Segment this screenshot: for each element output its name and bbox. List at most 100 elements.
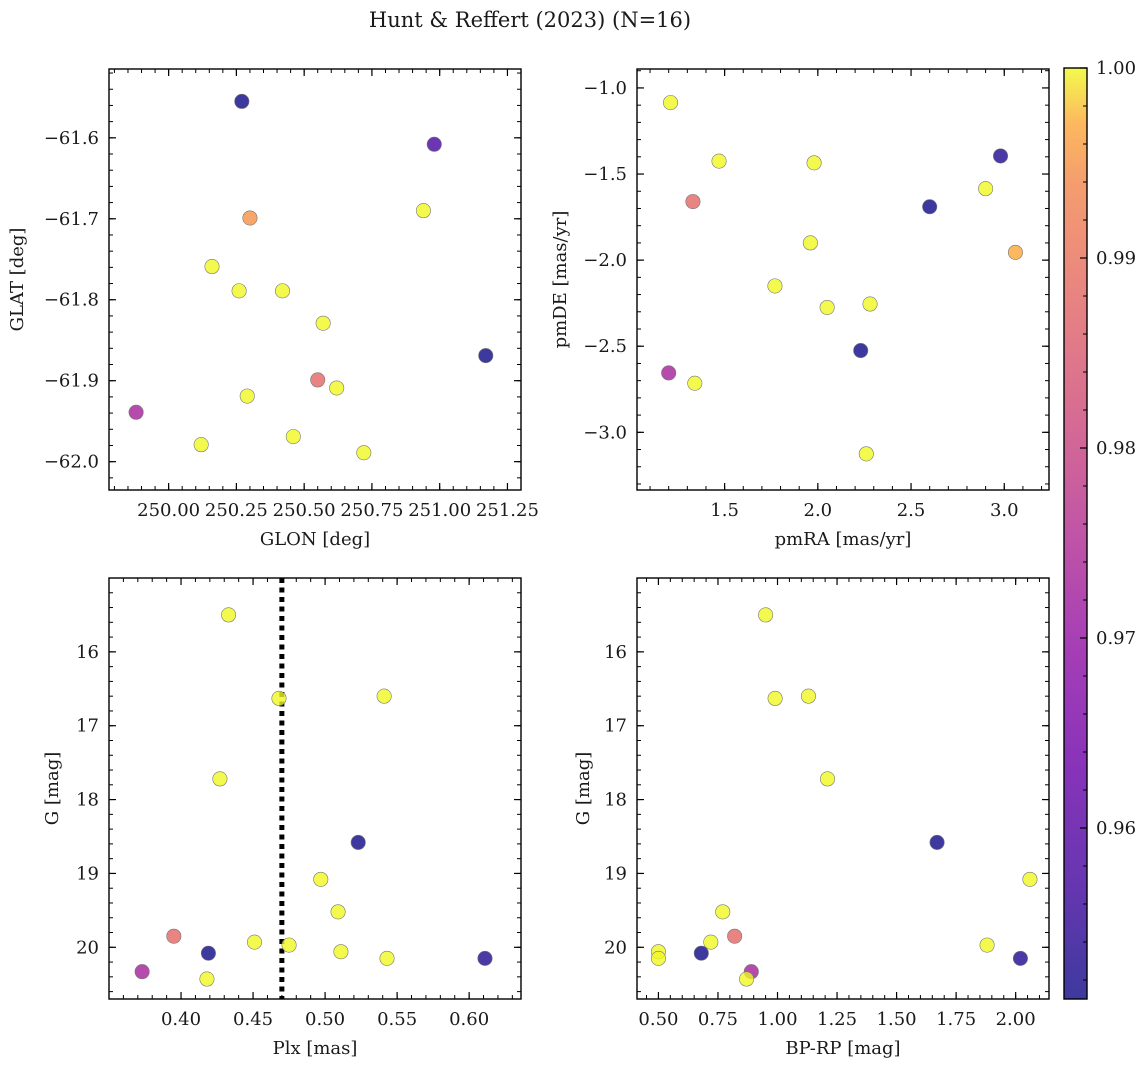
data-point	[661, 365, 677, 381]
data-point	[193, 437, 209, 453]
data-point	[379, 950, 395, 966]
panel-bprp-g: 0.50 0.75 1.00 1.25 1.50 1.75 2.00 16 17 18 19 20 BP…	[573, 577, 1050, 1059]
data-point	[330, 904, 346, 920]
y-tick-label: −1.5	[583, 164, 627, 185]
x-tick-label: 250.25	[205, 500, 268, 521]
data-point	[415, 203, 431, 219]
x-tick-label: 1.00	[757, 1009, 797, 1030]
data-point	[800, 688, 816, 704]
x-tick-label: 0.45	[233, 1009, 273, 1030]
data-point	[663, 95, 679, 111]
data-point	[862, 296, 878, 312]
data-point	[329, 380, 345, 396]
panel-glon-glat: 250.00 250.25 250.50 250.75 251.00 251.25 −62.…	[7, 68, 539, 550]
y-tick-label: 16	[604, 642, 627, 663]
data-point	[1022, 871, 1038, 887]
colorbar-gradient	[1064, 68, 1087, 999]
data-point	[703, 934, 719, 950]
data-point	[739, 971, 755, 987]
data-point	[711, 153, 727, 169]
data-point	[820, 771, 836, 787]
x-tick-label: 1.5	[710, 500, 739, 521]
y-tick-label: 17	[604, 716, 627, 737]
data-point	[650, 950, 666, 966]
data-point	[315, 315, 331, 331]
y-tick-label: −3.0	[583, 422, 627, 443]
axes-frame	[636, 577, 1050, 1000]
data-point	[767, 690, 783, 706]
y-tick-label: 20	[76, 937, 99, 958]
y-tick-label: −61.9	[44, 371, 99, 392]
data-point	[979, 937, 995, 953]
data-point	[477, 950, 493, 966]
data-point	[806, 155, 822, 171]
colorbar-tick-label: 0.99	[1096, 248, 1136, 269]
y-axis-label: pmDE [mas/yr]	[550, 211, 571, 349]
colorbar-tick-label: 0.97	[1096, 628, 1136, 649]
y-tick-label: −61.6	[44, 128, 99, 149]
x-axis-label: pmRA [mas/yr]	[775, 529, 912, 550]
colorbar-tick-label: 0.96	[1096, 818, 1136, 839]
y-tick-label: 18	[604, 790, 627, 811]
x-tick-label: 250.00	[137, 500, 200, 521]
x-tick-label: 2.00	[996, 1009, 1036, 1030]
data-point	[128, 404, 144, 420]
y-tick-label: −2.0	[583, 250, 627, 271]
x-tick-label: 0.50	[638, 1009, 678, 1030]
data-point	[285, 429, 301, 445]
y-axis-label: G [mag]	[573, 752, 594, 825]
data-point	[715, 904, 731, 920]
data-point	[239, 388, 255, 404]
data-point	[231, 283, 247, 299]
data-point	[234, 93, 250, 109]
data-point	[853, 343, 869, 359]
data-point	[212, 771, 228, 787]
data-point	[802, 235, 818, 251]
data-point	[271, 690, 287, 706]
data-point	[242, 210, 258, 226]
x-axis-label: BP-RP [mag]	[785, 1038, 900, 1059]
x-tick-label: 250.50	[273, 500, 336, 521]
x-tick-label: 0.75	[698, 1009, 738, 1030]
panel-pmra-pmde: 1.5 2.0 2.5 3.0 −3.0 −2.5 −2.0 −1.5 −1.0 pmRA [ma…	[550, 68, 1050, 550]
data-point	[281, 937, 297, 953]
data-point	[978, 181, 994, 197]
data-point	[758, 607, 774, 623]
data-point	[134, 964, 150, 980]
data-point	[478, 348, 494, 364]
data-point	[199, 971, 215, 987]
y-tick-label: 18	[76, 790, 99, 811]
colorbar-frame	[1063, 67, 1088, 1000]
axes-frame	[108, 68, 522, 491]
y-tick-label: 16	[76, 642, 99, 663]
data-point	[693, 945, 709, 961]
data-point	[687, 375, 703, 391]
figure-title: Hunt & Reffert (2023) (N=16)	[369, 8, 691, 32]
y-tick-label: 17	[76, 716, 99, 737]
data-point	[929, 834, 945, 850]
data-point	[993, 148, 1009, 164]
x-tick-label: 3.0	[990, 500, 1019, 521]
data-point	[727, 928, 743, 944]
data-point	[819, 299, 835, 315]
x-tick-label: 250.75	[340, 500, 403, 521]
data-point	[767, 278, 783, 294]
y-tick-label: −62.0	[44, 452, 99, 473]
x-tick-label: 0.60	[449, 1009, 489, 1030]
data-point	[356, 445, 372, 461]
data-point	[685, 194, 701, 210]
x-tick-label: 0.40	[161, 1009, 201, 1030]
y-tick-label: 19	[604, 863, 627, 884]
data-point	[221, 607, 237, 623]
x-tick-label: 2.0	[804, 500, 833, 521]
axes-frame	[108, 577, 522, 1000]
x-tick-label: 1.25	[817, 1009, 857, 1030]
data-point	[858, 446, 874, 462]
x-tick-label: 251.00	[408, 500, 471, 521]
data-point	[922, 199, 938, 215]
x-tick-label: 0.55	[377, 1009, 417, 1030]
x-tick-label: 1.50	[877, 1009, 917, 1030]
data-point	[310, 372, 326, 388]
x-tick-label: 251.25	[476, 500, 539, 521]
